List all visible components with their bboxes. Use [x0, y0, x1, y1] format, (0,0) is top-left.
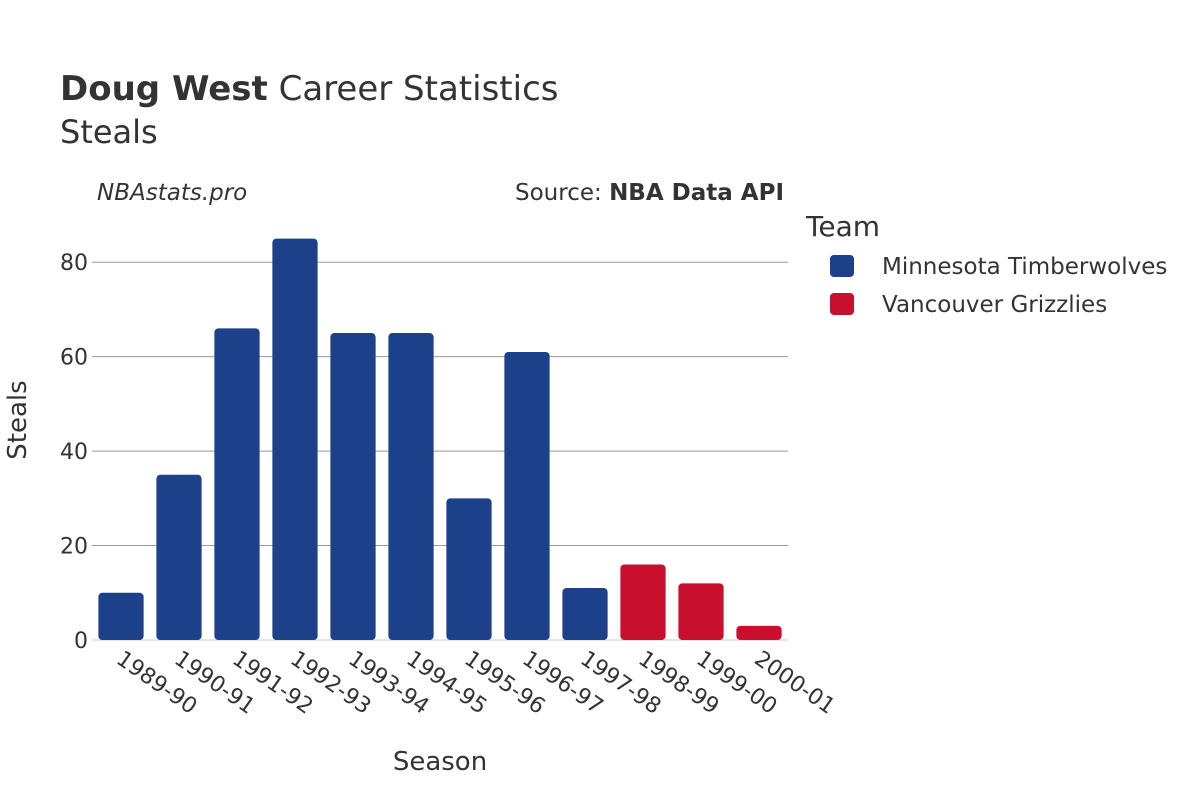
x-axis-ticks: 1989-901990-911991-921992-931993-941994-…: [112, 646, 840, 719]
legend-items: Minnesota Timberwolves Vancouver Grizzlie…: [830, 254, 1167, 318]
bar-1990-91: [156, 474, 202, 640]
y-tick-label-60: 60: [60, 346, 88, 371]
y-tick-label-40: 40: [60, 440, 88, 465]
legend-swatch-1: [830, 293, 854, 315]
site-credit: NBAstats.pro: [97, 180, 247, 206]
bar-1999-00: [678, 583, 724, 640]
bar-1996-97: [504, 351, 550, 640]
source-prefix: Source:: [515, 180, 609, 206]
bar-1994-95: [388, 333, 434, 640]
bar-1992-93: [272, 238, 318, 640]
y-tick-label-80: 80: [60, 251, 88, 276]
legend-swatch-0: [830, 255, 854, 277]
legend-title: Team: [805, 210, 880, 243]
gridlines: [92, 261, 788, 641]
bar-1989-90: [98, 592, 144, 640]
chart-title-bold: Doug West: [60, 69, 268, 109]
bar-1995-96: [446, 498, 492, 640]
chart-subtitle: Steals: [60, 113, 158, 151]
y-axis-title: Steals: [3, 380, 33, 459]
y-tick-label-20: 20: [60, 535, 88, 560]
legend-label-0: Minnesota Timberwolves: [882, 254, 1167, 280]
chart-title-rest: Career Statistics: [268, 69, 559, 109]
bar-1991-92: [214, 328, 260, 640]
y-tick-label-0: 0: [74, 629, 88, 654]
x-axis-title: Season: [393, 747, 487, 777]
source-name: NBA Data API: [609, 180, 784, 206]
legend: Team Minnesota Timberwolves Vancouver Gri…: [805, 210, 1167, 318]
bar-1998-99: [620, 564, 666, 640]
chart-title: Doug West Career Statistics: [60, 69, 558, 109]
source-credit: Source: NBA Data API: [515, 180, 784, 206]
legend-label-1: Vancouver Grizzlies: [882, 292, 1107, 318]
bar-1993-94: [330, 333, 376, 640]
y-axis-ticks: 0 20 40 60 80: [60, 251, 88, 654]
bar-2000-01: [736, 625, 782, 640]
bars: [98, 238, 782, 640]
bar-1997-98: [562, 588, 608, 640]
